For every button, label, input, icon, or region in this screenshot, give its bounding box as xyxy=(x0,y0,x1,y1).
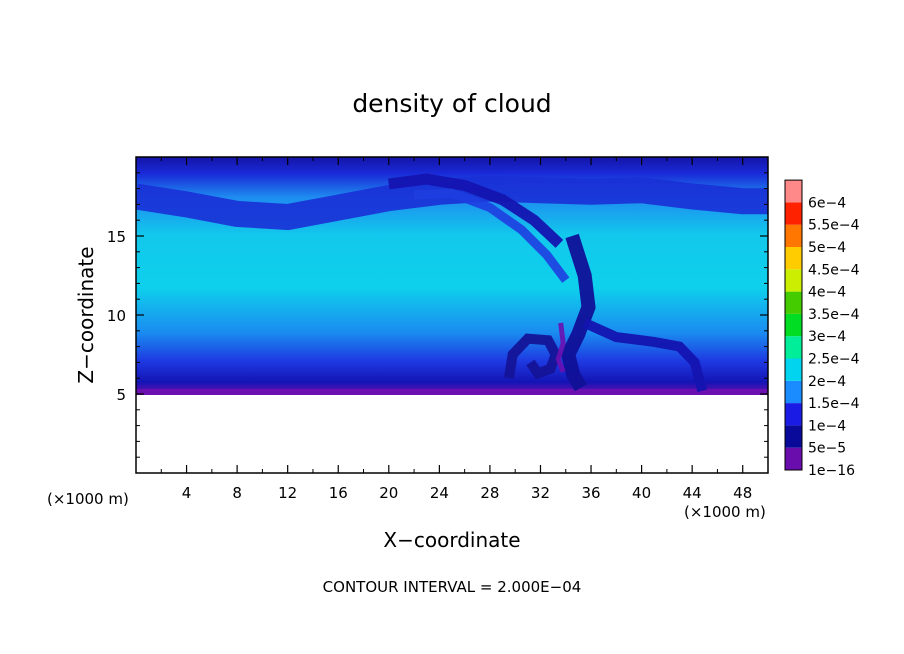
colorbar-swatch xyxy=(785,403,802,426)
colorbar-label: 1e−16 xyxy=(808,463,855,479)
x-tick-label: 28 xyxy=(480,484,499,502)
x-tick-label: 24 xyxy=(430,484,449,502)
colorbar-swatch xyxy=(785,180,802,203)
colorbar-swatch xyxy=(785,313,802,337)
x-unit-note-left: (×1000 m) xyxy=(47,490,129,508)
y-tick-label: 10 xyxy=(107,307,126,325)
y-tick-label: 5 xyxy=(116,386,126,404)
cloud-updraft-column xyxy=(560,233,596,392)
x-tick-label: 20 xyxy=(379,484,398,502)
colorbar-swatch xyxy=(785,336,802,359)
colorbar-frame xyxy=(784,179,803,471)
colorbar-swatch xyxy=(785,202,802,225)
colorbar-label: 5.5e−4 xyxy=(808,218,860,234)
colorbar-swatch xyxy=(785,425,802,448)
colorbar-swatch xyxy=(785,447,802,470)
x-tick-label: 44 xyxy=(683,484,702,502)
colorbar-label: 5e−4 xyxy=(808,240,846,256)
plot-area xyxy=(136,157,768,473)
colorbar-label: 3e−4 xyxy=(808,329,846,345)
cloud-anvil-right xyxy=(582,318,708,393)
colorbar-label: 2.5e−4 xyxy=(808,352,860,368)
colorbar-label: 4.5e−4 xyxy=(808,262,860,278)
colorbar-swatch xyxy=(785,269,802,292)
x-unit-note-right: (×1000 m) xyxy=(684,503,766,521)
cloud-roll-vortex xyxy=(503,333,562,380)
colorbar-swatch xyxy=(785,380,802,404)
x-axis: 4 8 12 16 20 24 28 32 36 40 44 48 xyxy=(160,157,752,502)
x-tick-label: 12 xyxy=(278,484,297,502)
x-tick-label: 36 xyxy=(581,484,600,502)
y-tick-label: 15 xyxy=(107,228,126,246)
cloud-arc-outer xyxy=(388,173,564,248)
colorbar-swatch xyxy=(785,247,802,270)
x-tick-label: 8 xyxy=(232,484,242,502)
cloud-base-band xyxy=(136,389,768,395)
x-tick-label: 32 xyxy=(531,484,550,502)
cloud-arc-inner xyxy=(413,188,570,283)
x-tick-label: 16 xyxy=(329,484,348,502)
chart-title: density of cloud xyxy=(352,89,551,118)
colorbar-label: 6e−4 xyxy=(808,195,846,211)
colorbar-swatch xyxy=(785,291,802,314)
colorbar-swatch xyxy=(785,358,802,381)
y-axis: 5 10 15 xyxy=(107,172,768,458)
colorbar-label: 1e−4 xyxy=(808,418,846,434)
colorbar-swatch xyxy=(785,224,802,247)
colorbar-label: 1.5e−4 xyxy=(808,396,860,412)
colorbar-label: 5e−5 xyxy=(808,441,846,457)
y-axis-label: Z−coordinate xyxy=(74,246,98,383)
x-axis-label: X−coordinate xyxy=(383,528,520,552)
x-tick-label: 4 xyxy=(182,484,192,502)
x-tick-label: 48 xyxy=(733,484,752,502)
cloud-updraft-core xyxy=(555,322,566,373)
colorbar: 1e−16 5e−5 1e−4 1.5e−4 2e−4 2.5e−4 3e−4 3.5e−4 4… xyxy=(784,179,860,479)
colorbar-label: 2e−4 xyxy=(808,374,846,390)
contour-interval-note: CONTOUR INTERVAL = 2.000E−04 xyxy=(323,578,582,596)
colorbar-label: 3.5e−4 xyxy=(808,307,860,323)
x-tick-label: 40 xyxy=(632,484,651,502)
colorbar-label: 4e−4 xyxy=(808,285,846,301)
